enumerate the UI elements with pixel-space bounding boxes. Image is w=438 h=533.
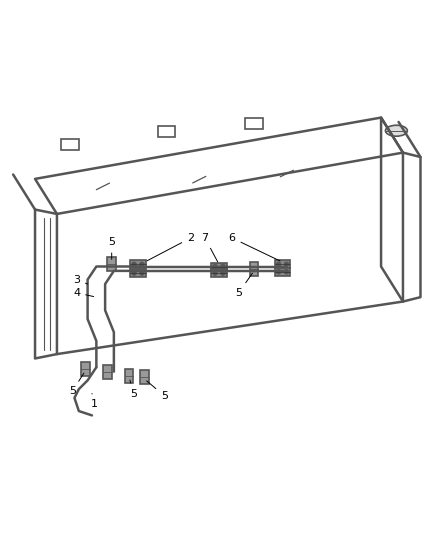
Circle shape (284, 269, 289, 274)
Circle shape (213, 271, 217, 276)
Circle shape (213, 264, 217, 269)
Circle shape (132, 262, 136, 266)
Text: 1: 1 (91, 393, 98, 409)
Bar (125, 369, 134, 383)
Text: 5: 5 (130, 380, 137, 399)
Circle shape (140, 271, 144, 276)
Ellipse shape (385, 125, 407, 136)
Bar (275, 268, 290, 276)
Circle shape (284, 262, 289, 266)
Circle shape (276, 269, 281, 274)
Bar (130, 269, 146, 277)
Text: 5: 5 (69, 373, 84, 397)
Bar (130, 260, 146, 268)
Circle shape (221, 271, 225, 276)
Bar (275, 260, 290, 268)
Circle shape (140, 262, 144, 266)
Bar (107, 257, 116, 271)
Text: 5: 5 (108, 237, 115, 260)
Bar (103, 365, 112, 378)
Bar (81, 362, 90, 376)
Text: 2: 2 (147, 233, 194, 261)
Text: 5: 5 (235, 273, 252, 298)
Bar (250, 262, 258, 276)
FancyBboxPatch shape (158, 126, 175, 138)
Text: 6: 6 (229, 233, 280, 261)
Text: 3: 3 (73, 274, 88, 285)
Text: 7: 7 (201, 233, 218, 262)
Text: 4: 4 (73, 288, 94, 298)
Circle shape (221, 264, 225, 269)
Circle shape (276, 262, 281, 266)
Bar (211, 263, 227, 270)
Bar (140, 370, 149, 384)
FancyBboxPatch shape (61, 140, 79, 150)
Text: 5: 5 (147, 381, 168, 401)
Bar (211, 269, 227, 277)
Circle shape (132, 271, 136, 276)
FancyBboxPatch shape (245, 118, 263, 128)
